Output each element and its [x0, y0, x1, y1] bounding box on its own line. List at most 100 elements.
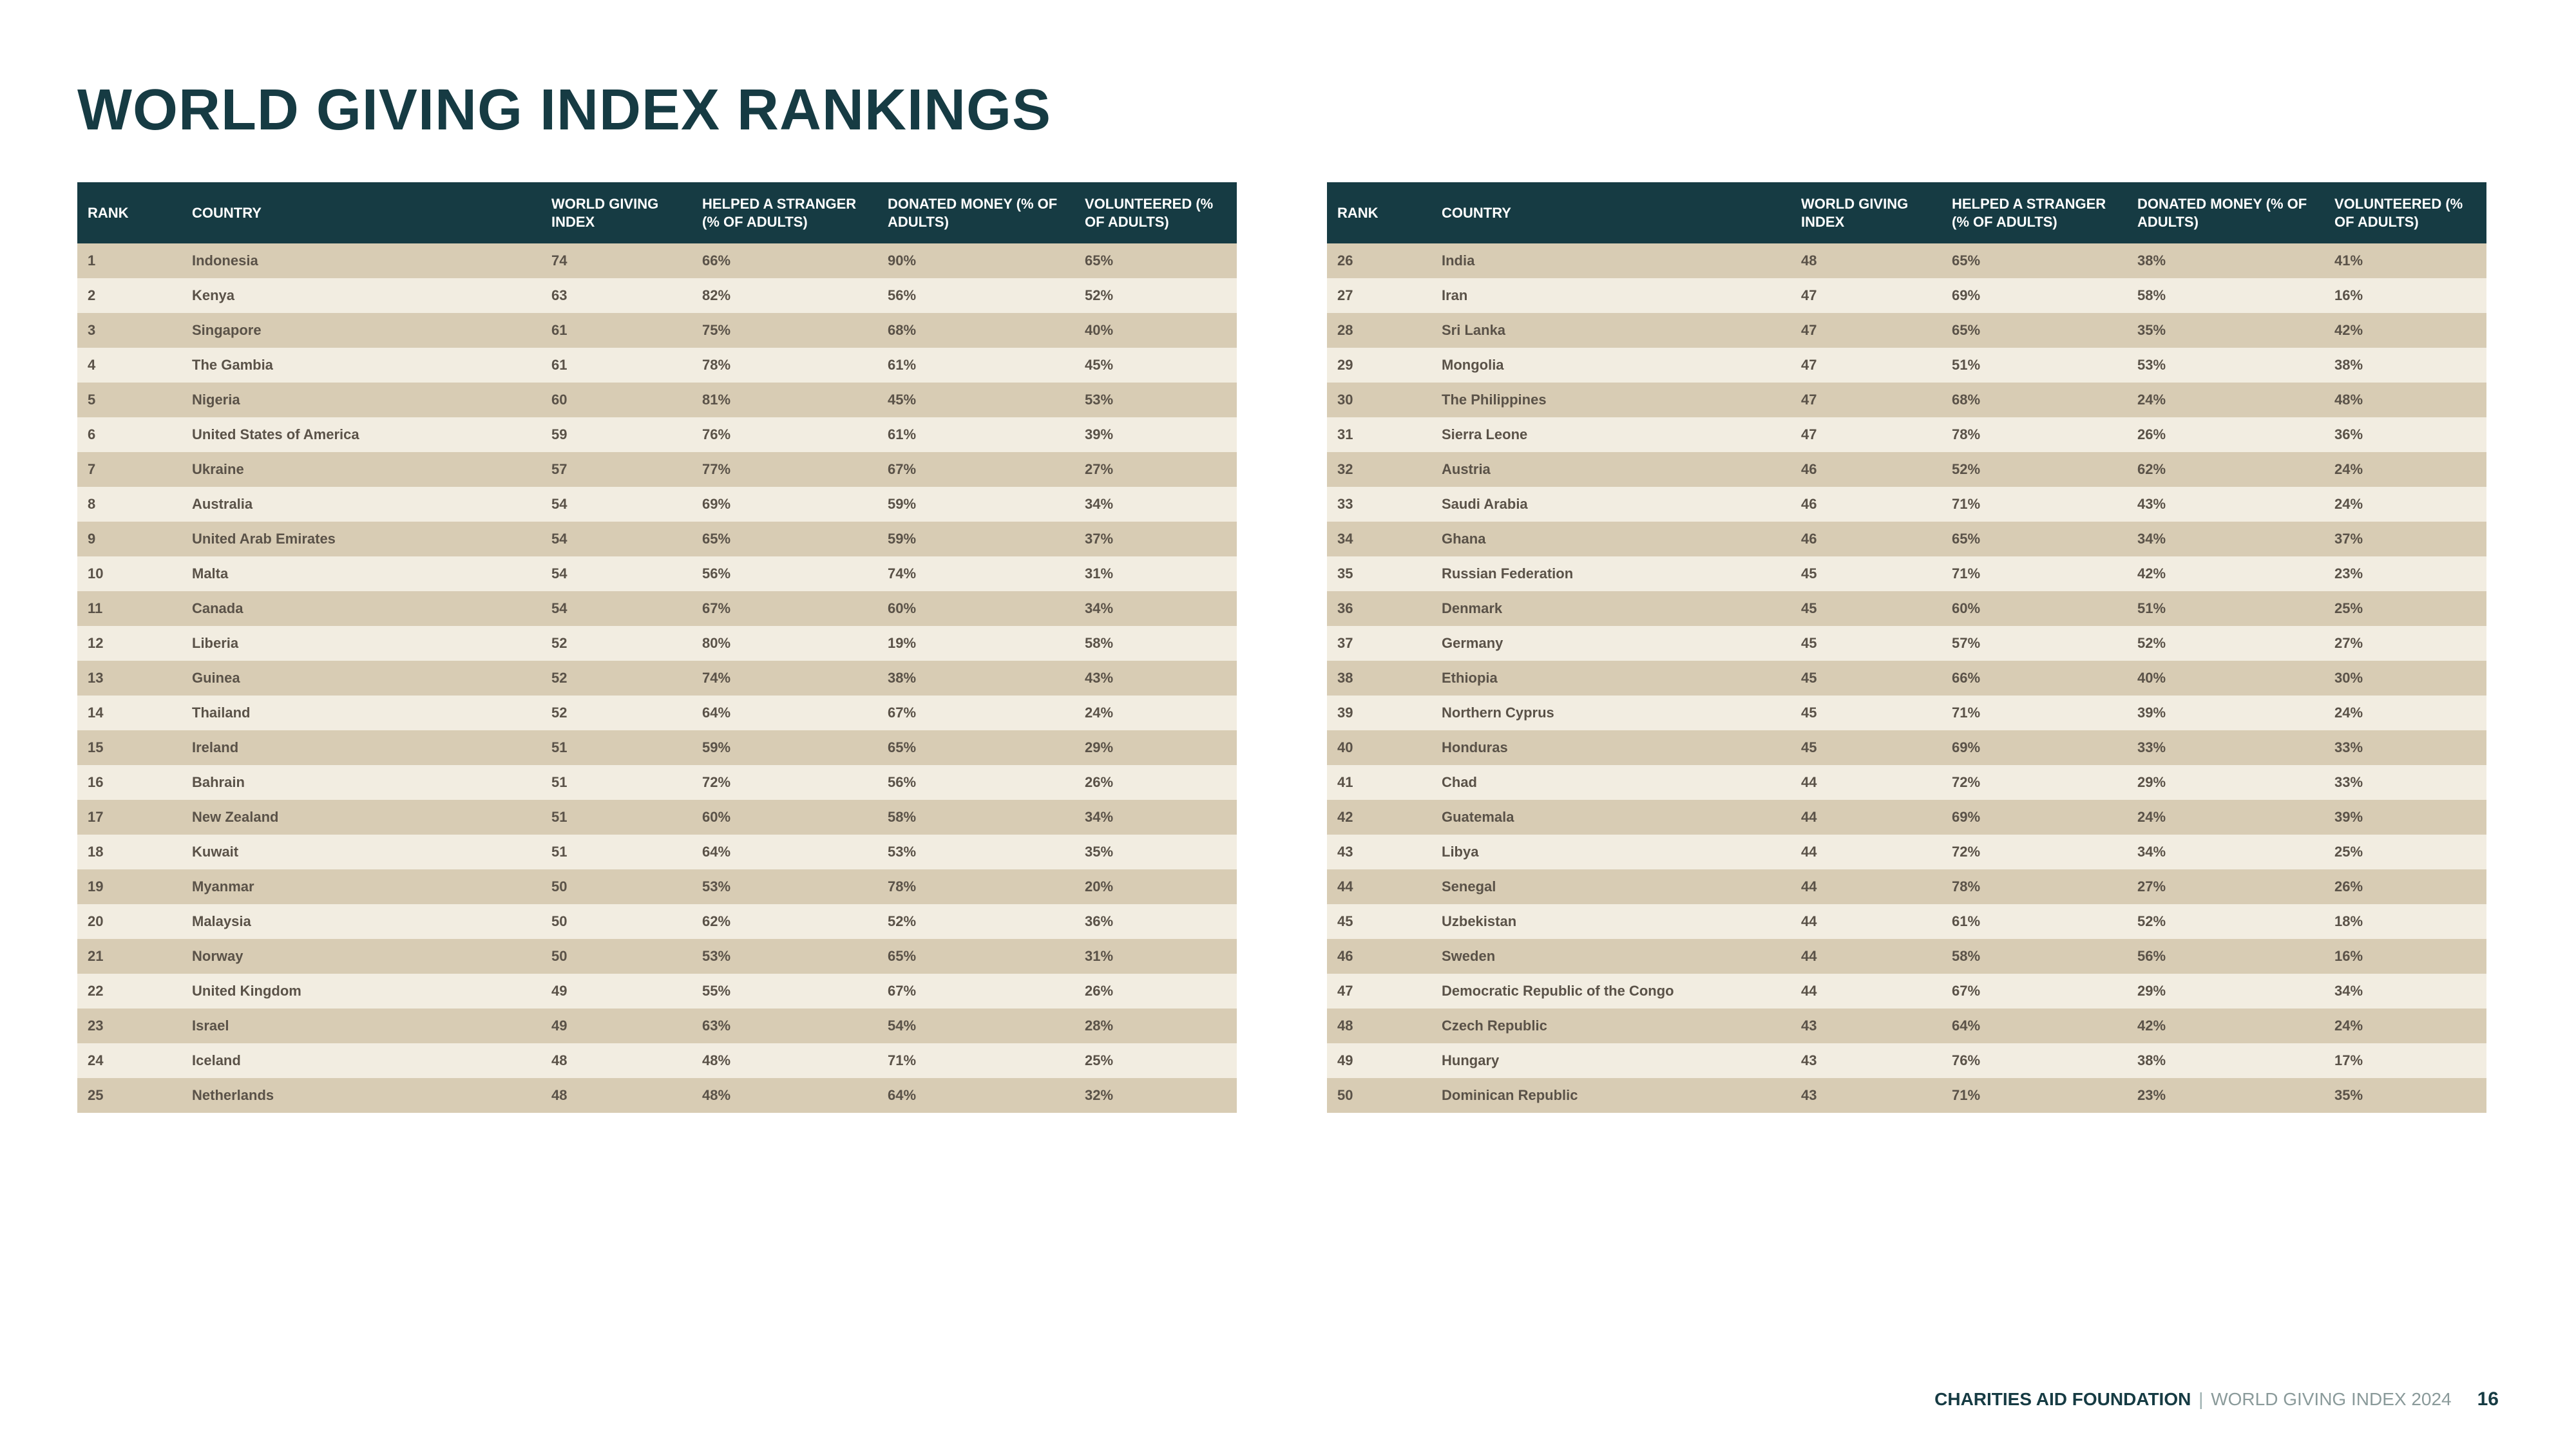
cell-helped: 64% [1942, 1009, 2127, 1043]
cell-donated: 61% [877, 417, 1074, 452]
cell-wgi: 59 [541, 417, 692, 452]
cell-donated: 67% [877, 696, 1074, 730]
table-row: 35Russian Federation4571%42%23% [1327, 556, 2486, 591]
cell-rank: 29 [1327, 348, 1431, 383]
cell-donated: 23% [2127, 1078, 2324, 1113]
cell-wgi: 47 [1791, 417, 1942, 452]
cell-country: Democratic Republic of the Congo [1431, 974, 1791, 1009]
cell-country: Mongolia [1431, 348, 1791, 383]
cell-country: Guinea [182, 661, 541, 696]
cell-country: The Philippines [1431, 383, 1791, 417]
cell-wgi: 46 [1791, 487, 1942, 522]
cell-helped: 69% [1942, 278, 2127, 313]
cell-country: Malaysia [182, 904, 541, 939]
cell-country: Kenya [182, 278, 541, 313]
cell-wgi: 45 [1791, 626, 1942, 661]
table-row: 36Denmark4560%51%25% [1327, 591, 2486, 626]
cell-vol: 17% [2324, 1043, 2486, 1078]
cell-donated: 24% [2127, 800, 2324, 835]
cell-wgi: 47 [1791, 348, 1942, 383]
cell-rank: 31 [1327, 417, 1431, 452]
cell-vol: 24% [2324, 1009, 2486, 1043]
cell-country: Denmark [1431, 591, 1791, 626]
table-row: 32Austria4652%62%24% [1327, 452, 2486, 487]
cell-wgi: 50 [541, 869, 692, 904]
cell-helped: 60% [1942, 591, 2127, 626]
rankings-table-left: RANK COUNTRY WORLD GIVING INDEX HELPED A… [77, 182, 1237, 1113]
cell-vol: 35% [1074, 835, 1237, 869]
cell-donated: 40% [2127, 661, 2324, 696]
table-row: 30The Philippines4768%24%48% [1327, 383, 2486, 417]
cell-helped: 57% [1942, 626, 2127, 661]
cell-wgi: 51 [541, 835, 692, 869]
cell-country: United Arab Emirates [182, 522, 541, 556]
cell-helped: 62% [692, 904, 877, 939]
cell-wgi: 49 [541, 974, 692, 1009]
table-row: 26India4865%38%41% [1327, 243, 2486, 278]
cell-helped: 69% [1942, 730, 2127, 765]
table-row: 27Iran4769%58%16% [1327, 278, 2486, 313]
cell-country: Chad [1431, 765, 1791, 800]
cell-wgi: 54 [541, 487, 692, 522]
cell-vol: 34% [1074, 800, 1237, 835]
cell-vol: 25% [2324, 591, 2486, 626]
cell-donated: 51% [2127, 591, 2324, 626]
cell-rank: 16 [77, 765, 182, 800]
cell-rank: 33 [1327, 487, 1431, 522]
cell-vol: 41% [2324, 243, 2486, 278]
cell-donated: 29% [2127, 765, 2324, 800]
cell-donated: 59% [877, 522, 1074, 556]
cell-donated: 67% [877, 452, 1074, 487]
cell-wgi: 48 [541, 1078, 692, 1113]
cell-donated: 62% [2127, 452, 2324, 487]
cell-donated: 19% [877, 626, 1074, 661]
page-footer: CHARITIES AID FOUNDATION | WORLD GIVING … [1934, 1388, 2499, 1410]
cell-helped: 61% [1942, 904, 2127, 939]
cell-wgi: 52 [541, 626, 692, 661]
cell-rank: 44 [1327, 869, 1431, 904]
cell-vol: 20% [1074, 869, 1237, 904]
cell-country: Dominican Republic [1431, 1078, 1791, 1113]
table-row: 25Netherlands4848%64%32% [77, 1078, 1237, 1113]
cell-country: Austria [1431, 452, 1791, 487]
cell-country: Netherlands [182, 1078, 541, 1113]
cell-vol: 39% [2324, 800, 2486, 835]
cell-wgi: 44 [1791, 974, 1942, 1009]
table-row: 22United Kingdom4955%67%26% [77, 974, 1237, 1009]
col-header-rank: RANK [77, 182, 182, 243]
cell-vol: 65% [1074, 243, 1237, 278]
cell-vol: 26% [2324, 869, 2486, 904]
cell-country: United Kingdom [182, 974, 541, 1009]
table-row: 1Indonesia7466%90%65% [77, 243, 1237, 278]
cell-rank: 39 [1327, 696, 1431, 730]
cell-donated: 39% [2127, 696, 2324, 730]
table-row: 37Germany4557%52%27% [1327, 626, 2486, 661]
cell-country: India [1431, 243, 1791, 278]
cell-country: Singapore [182, 313, 541, 348]
cell-country: Hungary [1431, 1043, 1791, 1078]
table-row: 31Sierra Leone4778%26%36% [1327, 417, 2486, 452]
table-row: 48Czech Republic4364%42%24% [1327, 1009, 2486, 1043]
table-row: 50Dominican Republic4371%23%35% [1327, 1078, 2486, 1113]
table-row: 28Sri Lanka4765%35%42% [1327, 313, 2486, 348]
cell-vol: 34% [1074, 487, 1237, 522]
cell-wgi: 61 [541, 348, 692, 383]
cell-donated: 78% [877, 869, 1074, 904]
cell-wgi: 45 [1791, 591, 1942, 626]
col-header-wgi: WORLD GIVING INDEX [1791, 182, 1942, 243]
cell-wgi: 43 [1791, 1009, 1942, 1043]
cell-donated: 54% [877, 1009, 1074, 1043]
cell-rank: 12 [77, 626, 182, 661]
cell-rank: 48 [1327, 1009, 1431, 1043]
cell-helped: 80% [692, 626, 877, 661]
cell-helped: 48% [692, 1078, 877, 1113]
col-header-donated: DONATED MONEY (% OF ADULTS) [877, 182, 1074, 243]
footer-separator: | [2199, 1389, 2203, 1409]
cell-wgi: 43 [1791, 1043, 1942, 1078]
cell-vol: 36% [1074, 904, 1237, 939]
cell-rank: 15 [77, 730, 182, 765]
cell-wgi: 52 [541, 696, 692, 730]
cell-donated: 74% [877, 556, 1074, 591]
cell-vol: 39% [1074, 417, 1237, 452]
cell-country: Sweden [1431, 939, 1791, 974]
